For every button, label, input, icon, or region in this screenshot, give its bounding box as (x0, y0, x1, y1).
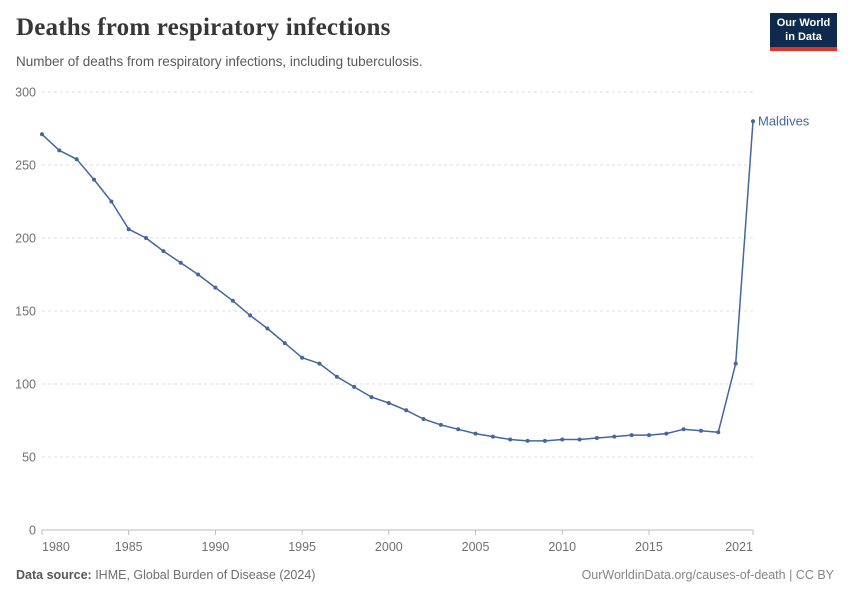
data-source-text: IHME, Global Burden of Disease (2024) (91, 568, 316, 582)
x-tick-label: 1995 (288, 540, 316, 554)
data-point[interactable] (386, 401, 391, 405)
data-point[interactable] (681, 427, 686, 432)
data-point[interactable] (334, 374, 339, 379)
page-title: Deaths from respiratory infections (16, 14, 391, 41)
data-point[interactable] (542, 438, 547, 443)
data-point[interactable] (282, 341, 287, 346)
data-point[interactable] (161, 249, 166, 254)
x-tick-label: 2015 (635, 540, 663, 554)
trend-line[interactable] (41, 121, 754, 442)
data-point[interactable] (109, 199, 114, 204)
y-tick-label: 250 (15, 159, 36, 173)
y-tick-label: 300 (15, 86, 36, 100)
data-point[interactable] (352, 384, 357, 389)
data-point[interactable] (92, 177, 96, 182)
data-point[interactable] (421, 417, 426, 421)
owid-license-link[interactable]: OurWorldinData.org/causes-of-death | CC … (581, 568, 834, 582)
y-tick-label: 0 (29, 524, 36, 538)
x-tick-label: 2010 (548, 540, 576, 554)
y-tick-label: 200 (15, 232, 36, 246)
data-point[interactable] (126, 227, 131, 232)
data-point[interactable] (525, 438, 530, 443)
owid-logo[interactable]: Our World in Data (770, 13, 837, 51)
data-point[interactable] (57, 148, 62, 153)
data-point[interactable] (196, 272, 201, 277)
chart-subtitle: Number of deaths from respiratory infect… (16, 54, 423, 69)
data-point[interactable] (577, 437, 582, 442)
data-point[interactable] (456, 427, 461, 432)
data-point[interactable] (404, 408, 409, 413)
data-point[interactable] (248, 313, 253, 318)
x-tick-label: 1985 (115, 540, 143, 554)
owid-logo-line2: in Data (785, 31, 822, 43)
y-tick-label: 100 (15, 378, 36, 392)
y-tick-label: 50 (22, 451, 36, 465)
data-point[interactable] (230, 298, 235, 303)
x-tick-label: 2005 (462, 540, 490, 554)
data-point[interactable] (612, 434, 617, 439)
data-point[interactable] (265, 326, 270, 331)
data-source: Data source: IHME, Global Burden of Dise… (16, 568, 315, 582)
data-point[interactable] (213, 285, 218, 290)
data-point[interactable] (594, 436, 599, 440)
data-point[interactable] (490, 434, 495, 439)
x-tick-label: 2000 (375, 540, 403, 554)
data-point[interactable] (647, 433, 651, 438)
data-point[interactable] (716, 430, 721, 435)
data-point[interactable] (473, 431, 478, 436)
data-point[interactable] (74, 157, 79, 162)
data-point[interactable] (178, 260, 183, 265)
owid-logo-line1: Our World (776, 16, 831, 29)
data-point[interactable] (664, 431, 669, 436)
data-point[interactable] (144, 236, 148, 240)
data-point[interactable] (369, 395, 374, 400)
data-point[interactable] (629, 433, 634, 438)
data-point[interactable] (438, 422, 443, 427)
data-point[interactable] (40, 132, 44, 137)
x-tick-label: 2021 (725, 540, 753, 554)
data-source-label: Data source: (16, 568, 92, 582)
data-point[interactable] (317, 361, 322, 366)
data-point[interactable] (300, 355, 305, 360)
y-tick-label: 150 (15, 305, 36, 319)
data-point[interactable] (751, 119, 755, 124)
data-point[interactable] (560, 437, 565, 442)
series-end-label[interactable]: Maldives (758, 114, 810, 129)
data-point[interactable] (733, 361, 738, 366)
data-point[interactable] (699, 428, 703, 433)
data-point[interactable] (508, 437, 513, 442)
x-tick-label: 1980 (42, 540, 70, 554)
chart-footer: Data source: IHME, Global Burden of Dise… (16, 568, 834, 582)
x-tick-label: 1990 (202, 540, 230, 554)
